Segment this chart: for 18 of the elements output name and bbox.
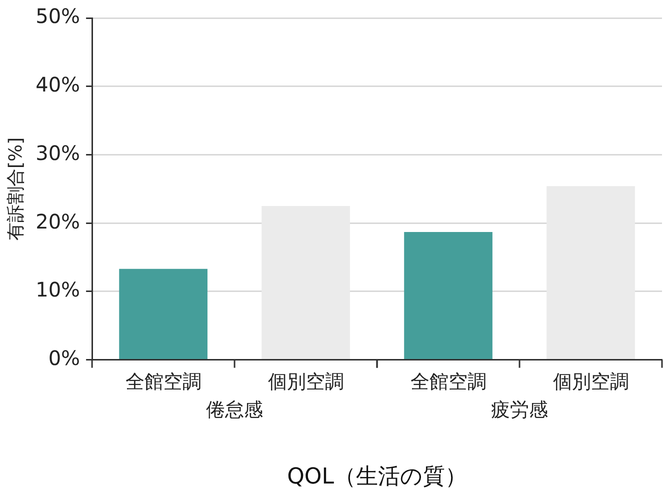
series-label: 個別空調	[268, 371, 344, 394]
text: 個別空調	[552, 371, 629, 394]
y-tick-label: 10%	[36, 278, 80, 302]
series-label: 全館空調	[125, 371, 202, 394]
y-tick-label: 50%	[36, 4, 80, 28]
x-tick-label: 倦怠感	[206, 399, 264, 422]
bar	[262, 206, 350, 360]
bar	[119, 268, 208, 360]
y-tick-label: 30%	[36, 140, 80, 165]
y-axis-title: 有訴割合[%]	[5, 137, 26, 240]
y-tick-label: 0%	[48, 346, 80, 370]
y-tick-label: 40%	[36, 72, 80, 97]
x-tick-label: 疲労感	[491, 399, 548, 422]
bar	[546, 186, 635, 360]
text: 全館空調	[410, 371, 486, 394]
x-axis-title: QOL（生活の質）	[287, 464, 467, 490]
y-tick-label: 20%	[36, 209, 80, 234]
bar	[404, 232, 492, 360]
